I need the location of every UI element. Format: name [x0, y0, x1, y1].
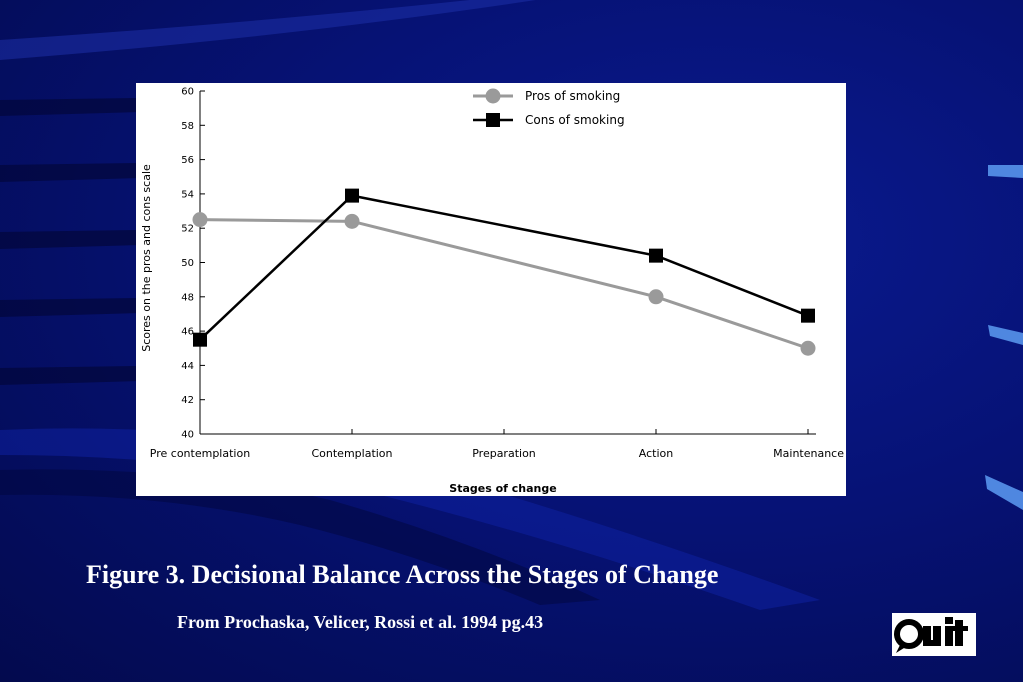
x-axis-label: Stages of change	[449, 482, 556, 495]
cons-data-point	[649, 248, 663, 263]
pros-data-point	[800, 340, 816, 356]
legend-label: Cons of smoking	[525, 113, 625, 127]
cons-data-point	[801, 308, 815, 323]
y-tick-label: 46	[181, 327, 194, 338]
series-line-cons	[199, 194, 809, 341]
series-line-pros	[199, 218, 809, 350]
y-tick-label: 60	[181, 87, 194, 98]
legend-label: Pros of smoking	[525, 89, 620, 103]
figure-caption: Figure 3. Decisional Balance Across the …	[86, 560, 719, 589]
y-tick-label: 56	[181, 155, 194, 166]
quit-logo	[892, 613, 976, 656]
y-tick-label: 42	[181, 395, 194, 406]
chart-axes: 40 42 44 46 48 50 52 54 56 58 60 Pre contemplation C…	[150, 87, 844, 461]
cons-data-point	[345, 188, 359, 203]
x-tick-label: Pre contemplation	[150, 447, 250, 460]
pros-data-point	[648, 289, 664, 305]
y-tick-label: 44	[181, 361, 194, 372]
chart-panel: 40 42 44 46 48 50 52 54 56 58 60 Pre contemplation C…	[136, 83, 846, 496]
y-tick-label: 40	[181, 430, 194, 441]
legend-marker-circle	[485, 88, 501, 104]
y-tick-label: 52	[181, 224, 194, 235]
y-axis-label: Scores on the pros and cons scale	[140, 164, 153, 352]
x-tick-label: Preparation	[472, 447, 536, 460]
y-tick-label: 50	[181, 258, 194, 269]
y-tick-label: 54	[181, 189, 194, 200]
legend-marker-square	[486, 113, 500, 127]
x-tick-label: Contemplation	[311, 447, 392, 460]
source-citation: From Prochaska, Velicer, Rossi et al. 19…	[177, 612, 544, 632]
decisional-balance-chart: 40 42 44 46 48 50 52 54 56 58 60 Pre contemplation C…	[140, 87, 844, 496]
y-tick-label: 48	[181, 292, 194, 303]
cons-data-point	[193, 332, 207, 347]
chart-series	[192, 188, 816, 356]
chart-legend: Pros of smoking Cons of smoking	[473, 88, 625, 127]
y-tick-label: 58	[181, 121, 194, 132]
x-tick-label: Maintenance	[773, 447, 844, 460]
pros-data-point	[344, 213, 360, 229]
pros-data-point	[192, 212, 208, 228]
quit-logo-mark	[894, 617, 968, 653]
x-tick-label: Action	[639, 447, 673, 460]
